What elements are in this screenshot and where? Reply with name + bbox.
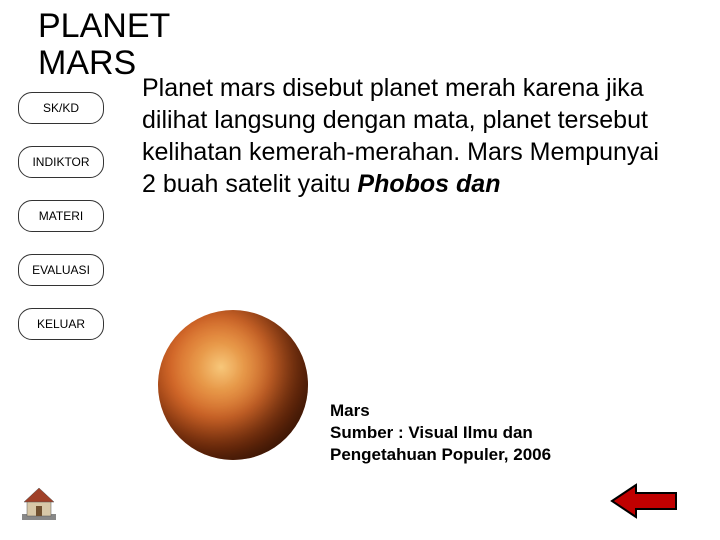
nav-label: INDIKTOR — [32, 155, 89, 169]
planet-image — [158, 310, 308, 460]
caption-line-2: Sumber : Visual Ilmu dan Pengetahuan Pop… — [330, 422, 630, 466]
nav-label: SK/KD — [43, 101, 79, 115]
nav-keluar-button[interactable]: KELUAR — [18, 308, 104, 340]
nav-evaluasi-button[interactable]: EVALUASI — [18, 254, 104, 286]
sidebar: SK/KD INDIKTOR MATERI EVALUASI KELUAR — [18, 92, 108, 340]
mars-icon — [158, 310, 308, 460]
arrow-left-icon — [610, 482, 680, 520]
nav-indiktor-button[interactable]: INDIKTOR — [18, 146, 104, 178]
image-caption: Mars Sumber : Visual Ilmu dan Pengetahua… — [330, 400, 630, 466]
body-bold: Phobos dan — [357, 170, 500, 198]
nav-skkd-button[interactable]: SK/KD — [18, 92, 104, 124]
nav-label: KELUAR — [37, 317, 85, 331]
back-button[interactable] — [610, 482, 680, 520]
content-body: Planet mars disebut planet merah karena … — [142, 72, 662, 200]
home-button[interactable] — [18, 480, 60, 522]
title-line-1: PLANET — [38, 8, 170, 45]
caption-line-1: Mars — [330, 400, 630, 422]
home-icon — [18, 480, 60, 522]
nav-label: EVALUASI — [32, 263, 90, 277]
nav-materi-button[interactable]: MATERI — [18, 200, 104, 232]
nav-label: MATERI — [39, 209, 83, 223]
